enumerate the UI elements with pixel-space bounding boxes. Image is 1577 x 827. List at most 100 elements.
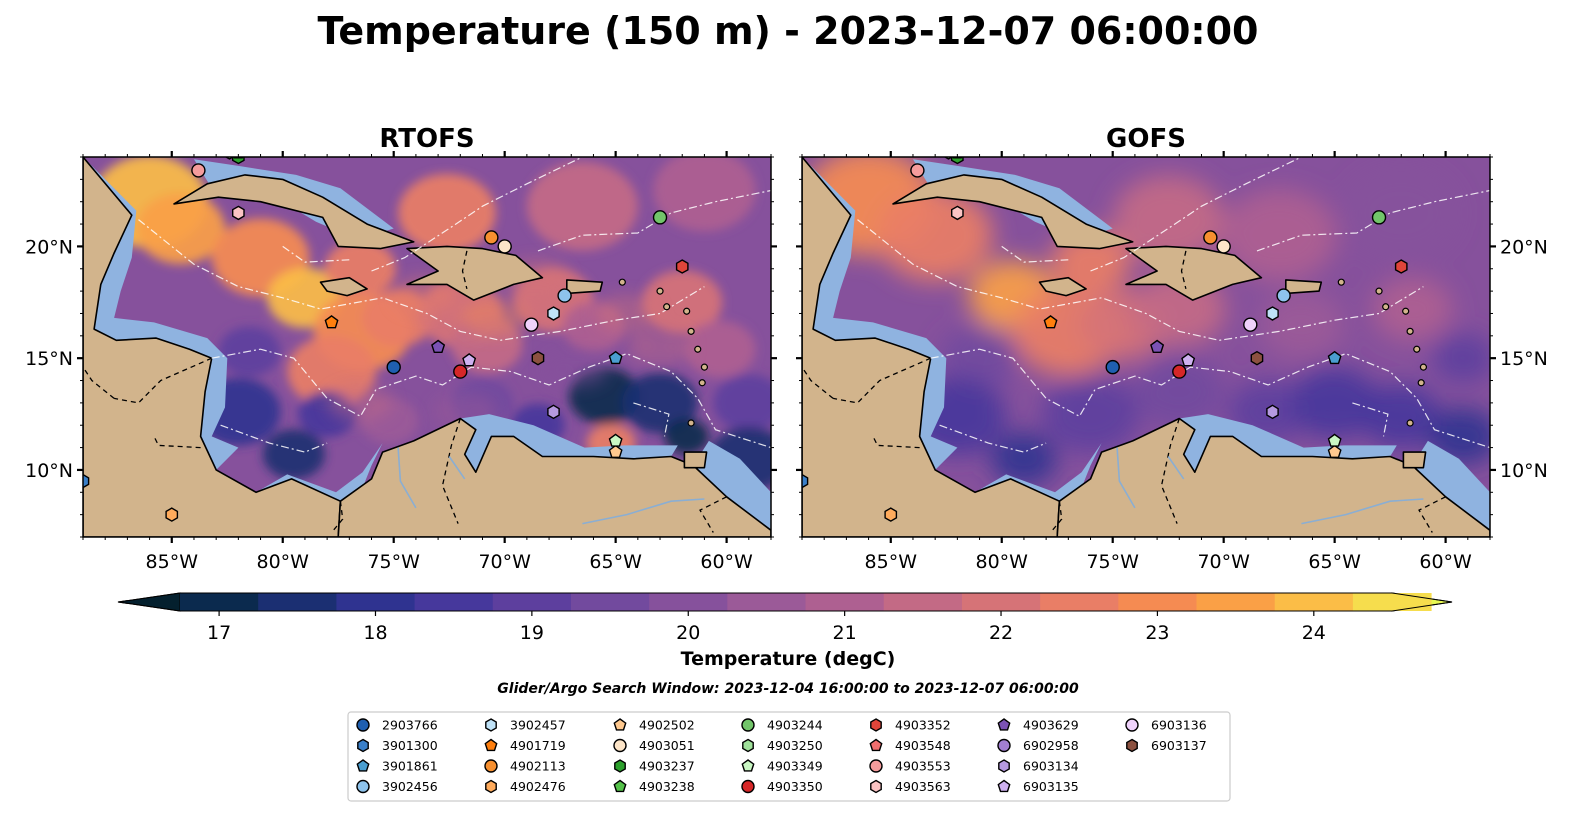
colorbar-tick-label: 20 — [676, 622, 700, 644]
country-border — [872, 436, 920, 449]
island — [698, 379, 706, 387]
legend-marker-4903237 — [614, 759, 626, 773]
island — [1406, 327, 1414, 335]
country-border — [461, 250, 468, 290]
colorbar-label: Temperature (degC) — [681, 648, 896, 670]
float-marker-3902456 — [557, 288, 572, 303]
shallow-shelf — [802, 157, 958, 470]
legend-marker-3902457 — [485, 718, 497, 732]
temperature-patch — [713, 374, 771, 432]
eddy-ring — [597, 298, 657, 329]
float-marker-4903629 — [1150, 339, 1165, 353]
landmass — [683, 451, 708, 469]
temperature-patch — [1221, 189, 1337, 282]
float-marker-4903350 — [453, 364, 468, 379]
float-marker-4903563 — [231, 205, 245, 221]
country-border — [83, 366, 115, 399]
eez-boundary — [1001, 245, 1069, 263]
lon-tick-label: 80°W — [976, 551, 1029, 573]
legend-label: 6903134 — [1023, 759, 1079, 774]
legend-label: 4903250 — [767, 738, 823, 753]
colorbar: 17 18 19 20 21 22 23 24 — [117, 592, 1453, 644]
country-border — [113, 357, 212, 404]
country-border — [1050, 501, 1063, 533]
legend-item-6902958: 6902958 — [997, 738, 1079, 753]
colorbar-level — [805, 593, 885, 611]
island — [683, 307, 691, 315]
eez-boundary — [930, 348, 1490, 449]
legend-label: 4903553 — [895, 759, 951, 774]
island — [1406, 419, 1414, 427]
temperature-patch — [562, 302, 625, 352]
country-border — [802, 366, 834, 399]
legend-item-4903238: 4903238 — [613, 779, 695, 794]
legend-marker-6903134 — [998, 759, 1010, 773]
legend-item-3902456: 3902456 — [356, 779, 438, 794]
eez-boundary — [633, 402, 670, 437]
legend-marker-4903629 — [997, 718, 1011, 731]
island — [1417, 379, 1425, 387]
temperature-patch — [526, 161, 638, 251]
float-marker-4903237 — [231, 157, 245, 165]
legend-marker-2903766 — [356, 718, 370, 732]
axes-gofs: 85°W 80°W 75°W 70°W 65°W 60°W 10°N 15°N 20°N — [796, 151, 1548, 573]
colorbar-level — [492, 593, 572, 611]
lon-tick-label: 65°W — [1308, 551, 1361, 573]
island — [700, 363, 709, 371]
legend-marker-6903136 — [1125, 718, 1139, 732]
float-marker-3901861 — [608, 350, 623, 365]
legend-item-6903134: 6903134 — [998, 759, 1079, 774]
float-marker-4903563 — [951, 205, 964, 221]
lat-tick-label: 20°N — [1500, 236, 1548, 258]
float-marker-4903548 — [232, 144, 244, 156]
temperature-patch — [1361, 384, 1442, 449]
legend-label: 4901719 — [510, 738, 566, 753]
eddy-ring — [464, 302, 523, 333]
legend-label: 6903136 — [1151, 718, 1207, 733]
legend-label: 4902476 — [510, 779, 566, 794]
legend: 2903766 3901300 3901861 3902456 3902457 49017… — [347, 711, 1231, 802]
colorbar-level — [1196, 593, 1276, 611]
panel-title-rtofs: RTOFS — [379, 124, 474, 154]
island — [1337, 278, 1345, 286]
float-marker-6903136 — [1243, 317, 1258, 332]
legend-label: 4903629 — [1023, 718, 1079, 733]
float-marker-3902456 — [1276, 288, 1291, 303]
legend-label: 3902457 — [510, 718, 566, 733]
legend-label: 4903051 — [639, 738, 695, 753]
temperature-patch — [1432, 333, 1490, 384]
legend-box — [347, 711, 1231, 802]
legend-label: 3902456 — [382, 779, 438, 794]
legend-marker-4902502 — [613, 718, 627, 731]
country-border — [699, 496, 727, 533]
float-marker-4903244 — [1371, 210, 1387, 225]
eddy-ring — [630, 332, 690, 362]
legend-label: 4903244 — [767, 718, 823, 733]
legend-item-4903250: 4903250 — [742, 738, 823, 753]
legend-item-3902457: 3902457 — [485, 718, 566, 733]
temperature-patch — [653, 157, 756, 232]
landmass — [173, 174, 415, 250]
eddy-ring — [546, 354, 606, 385]
landmass — [337, 417, 771, 537]
float-marker-4903350 — [1172, 364, 1187, 379]
colorbar-level — [336, 593, 416, 611]
legend-marker-4903352 — [870, 718, 882, 732]
legend-label: 4903548 — [895, 738, 951, 753]
country-border — [832, 357, 931, 404]
legend-item-4902476: 4902476 — [485, 779, 566, 794]
colorbar-level — [414, 593, 494, 611]
legend-marker-4903350 — [741, 779, 755, 794]
legend-marker-3902456 — [356, 779, 370, 794]
colorbar-level — [258, 593, 337, 611]
legend-label: 2903766 — [382, 718, 438, 733]
landmass — [565, 279, 604, 295]
map-panel-gofs — [802, 157, 1490, 537]
float-marker-4903051 — [497, 239, 512, 254]
landmass — [892, 174, 1134, 250]
legend-item-4901719: 4901719 — [484, 738, 566, 753]
temperature-patch — [1290, 367, 1380, 439]
legend-marker-4903244 — [741, 718, 755, 732]
legend-item-4902502: 4902502 — [613, 718, 695, 733]
